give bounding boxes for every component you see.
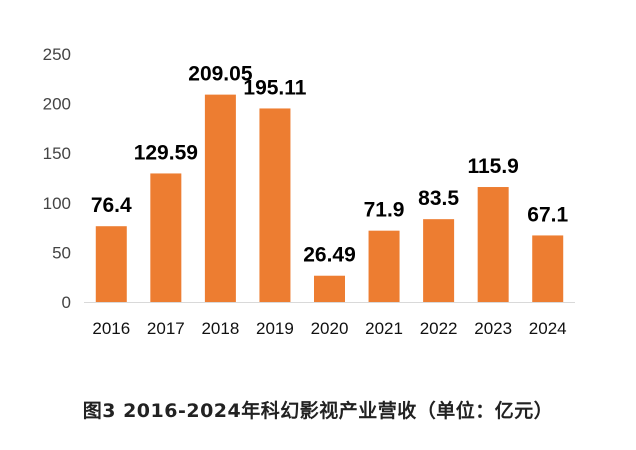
y-tick-label: 200 xyxy=(43,95,71,114)
x-tick-label-2023: 2023 xyxy=(474,319,512,338)
bar-2020 xyxy=(314,275,345,302)
data-label-2019: 195.11 xyxy=(243,76,306,99)
x-tick-label-2024: 2024 xyxy=(529,319,567,338)
x-tick-label-2019: 2019 xyxy=(256,319,294,338)
x-tick-label-2018: 2018 xyxy=(201,319,239,338)
bar-2023 xyxy=(477,187,509,302)
x-tick-label-2017: 2017 xyxy=(147,319,185,338)
x-tick-label-2020: 2020 xyxy=(311,319,349,338)
data-label-2022: 83.5 xyxy=(418,187,459,210)
data-label-2018: 209.05 xyxy=(188,63,253,86)
x-tick-label-2022: 2022 xyxy=(420,319,458,338)
chart-caption: 图3 2016-2024年科幻影视产业营收（单位：亿元） xyxy=(82,400,554,422)
data-label-2023: 115.9 xyxy=(467,155,518,178)
y-tick-label: 250 xyxy=(43,45,71,64)
bar-2022 xyxy=(423,219,455,302)
data-label-2017: 129.59 xyxy=(134,141,198,164)
y-tick-label: 150 xyxy=(43,144,71,163)
bar-2019 xyxy=(259,108,291,302)
x-tick-label-2016: 2016 xyxy=(92,319,130,338)
y-tick-label: 100 xyxy=(43,194,71,213)
y-tick-label: 0 xyxy=(62,293,71,312)
bar-2018 xyxy=(204,94,236,302)
x-tick-label-2021: 2021 xyxy=(365,319,403,338)
bar-2024 xyxy=(532,235,564,302)
bar-2016 xyxy=(95,226,127,302)
bar-2017 xyxy=(150,173,182,302)
y-tick-label: 50 xyxy=(52,243,71,262)
data-label-2020: 26.49 xyxy=(303,244,356,267)
data-label-2021: 71.9 xyxy=(364,199,405,222)
bar-2021 xyxy=(368,230,400,302)
data-label-2024: 67.1 xyxy=(527,203,568,226)
data-label-2016: 76.4 xyxy=(91,194,132,217)
